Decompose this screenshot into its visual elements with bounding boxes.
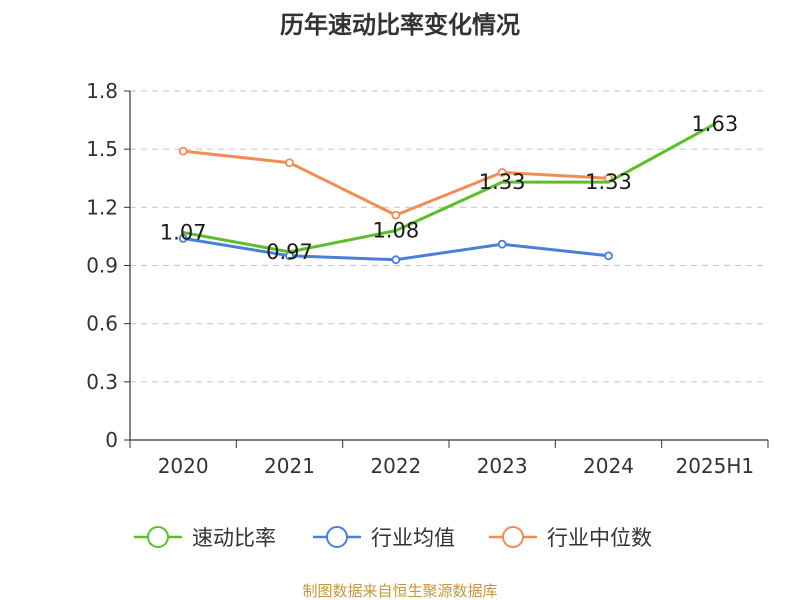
source-note: 制图数据来自恒生聚源数据库 <box>302 582 497 600</box>
legend[interactable]: 速动比率 行业均值 行业中位数 <box>134 526 652 550</box>
legend-item-2[interactable]: 行业中位数 <box>489 526 652 550</box>
axes: 0 0.3 0.6 0.9 1.2 1.5 1.8 2020 2021 2022 2023 2024 2… <box>86 79 769 478</box>
y-tick-label: 0 <box>105 428 118 452</box>
gridlines <box>130 90 768 383</box>
series-lines <box>178 122 716 265</box>
data-label: 1.08 <box>372 219 419 243</box>
y-tick-label: 0.3 <box>86 370 118 394</box>
chart-title: 历年速动比率变化情况 <box>280 11 520 39</box>
data-label: 1.07 <box>160 221 207 245</box>
legend-label: 速动比率 <box>192 526 276 550</box>
data-point <box>497 239 507 249</box>
data-labels: 1.07 0.97 1.08 1.33 1.33 1.63 <box>160 112 738 264</box>
legend-marker-icon <box>326 526 348 548</box>
x-tick-label: 2025H1 <box>675 454 754 478</box>
data-point <box>178 146 188 156</box>
data-point <box>391 210 401 220</box>
data-label: 1.63 <box>691 112 738 136</box>
y-tick-label: 1.2 <box>86 195 118 219</box>
legend-item-0[interactable]: 速动比率 <box>134 526 276 550</box>
x-tick-label: 2023 <box>477 454 528 478</box>
data-point <box>497 168 507 177</box>
data-point <box>178 233 188 243</box>
x-tick-label: 2020 <box>158 454 209 478</box>
y-tick-label: 0.6 <box>86 312 118 336</box>
legend-label: 行业均值 <box>371 526 455 550</box>
data-point <box>285 158 294 168</box>
x-tick-label: 2021 <box>264 454 315 478</box>
legend-label: 行业中位数 <box>547 526 652 550</box>
data-label: 1.33 <box>585 170 632 194</box>
x-tick-label: 2022 <box>370 454 421 478</box>
data-point <box>604 251 613 261</box>
series-line-0 <box>182 122 716 254</box>
y-tick-label: 1.8 <box>86 79 118 103</box>
y-tick-label: 0.9 <box>86 254 118 278</box>
legend-marker-icon <box>502 526 524 548</box>
data-label: 0.97 <box>266 240 313 264</box>
y-tick-label: 1.5 <box>86 137 118 161</box>
x-tick-label: 2024 <box>583 454 634 478</box>
legend-item-1[interactable]: 行业均值 <box>313 526 455 550</box>
legend-marker-icon <box>147 526 169 548</box>
data-label: 1.33 <box>479 170 526 194</box>
data-point <box>391 255 401 265</box>
